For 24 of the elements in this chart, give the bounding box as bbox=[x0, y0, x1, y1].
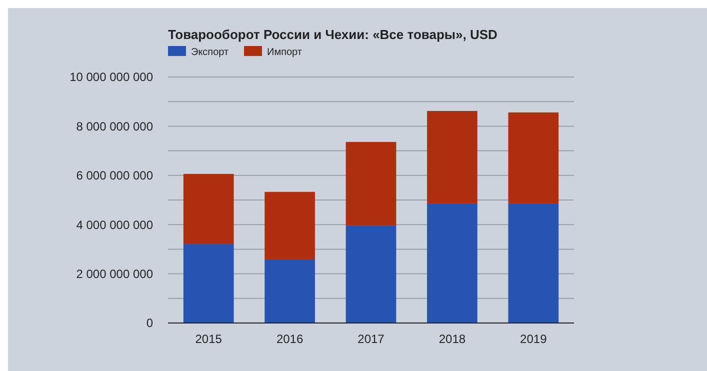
x-tick-label: 2015 bbox=[195, 332, 222, 346]
x-tick-label: 2019 bbox=[520, 332, 548, 346]
x-tick-label: 2018 bbox=[438, 332, 466, 346]
bar bbox=[427, 203, 478, 323]
x-tick-label: 2017 bbox=[358, 332, 385, 346]
bar bbox=[508, 112, 559, 204]
bar bbox=[183, 174, 234, 244]
x-tick-label: 2016 bbox=[276, 332, 304, 346]
y-tick-label: 8 000 000 000 bbox=[76, 119, 154, 134]
bar bbox=[508, 203, 559, 323]
bar bbox=[346, 142, 396, 226]
y-tick-label: 10 000 000 000 bbox=[70, 70, 154, 84]
legend-label: Экспорт bbox=[191, 47, 229, 58]
bar bbox=[427, 110, 478, 204]
bar bbox=[346, 225, 396, 323]
y-tick-label: 6 000 000 000 bbox=[76, 168, 154, 183]
bar bbox=[264, 192, 315, 260]
y-tick-label: 0 bbox=[146, 316, 154, 330]
y-tick-label: 4 000 000 000 bbox=[76, 218, 154, 232]
chart-title: Товарооборот России и Чехии: «Все товары», USD bbox=[168, 27, 498, 42]
bar bbox=[264, 259, 315, 323]
legend-label: Импорт bbox=[267, 47, 302, 58]
y-tick-label: 2 000 000 000 bbox=[76, 267, 154, 281]
bar bbox=[183, 244, 234, 323]
